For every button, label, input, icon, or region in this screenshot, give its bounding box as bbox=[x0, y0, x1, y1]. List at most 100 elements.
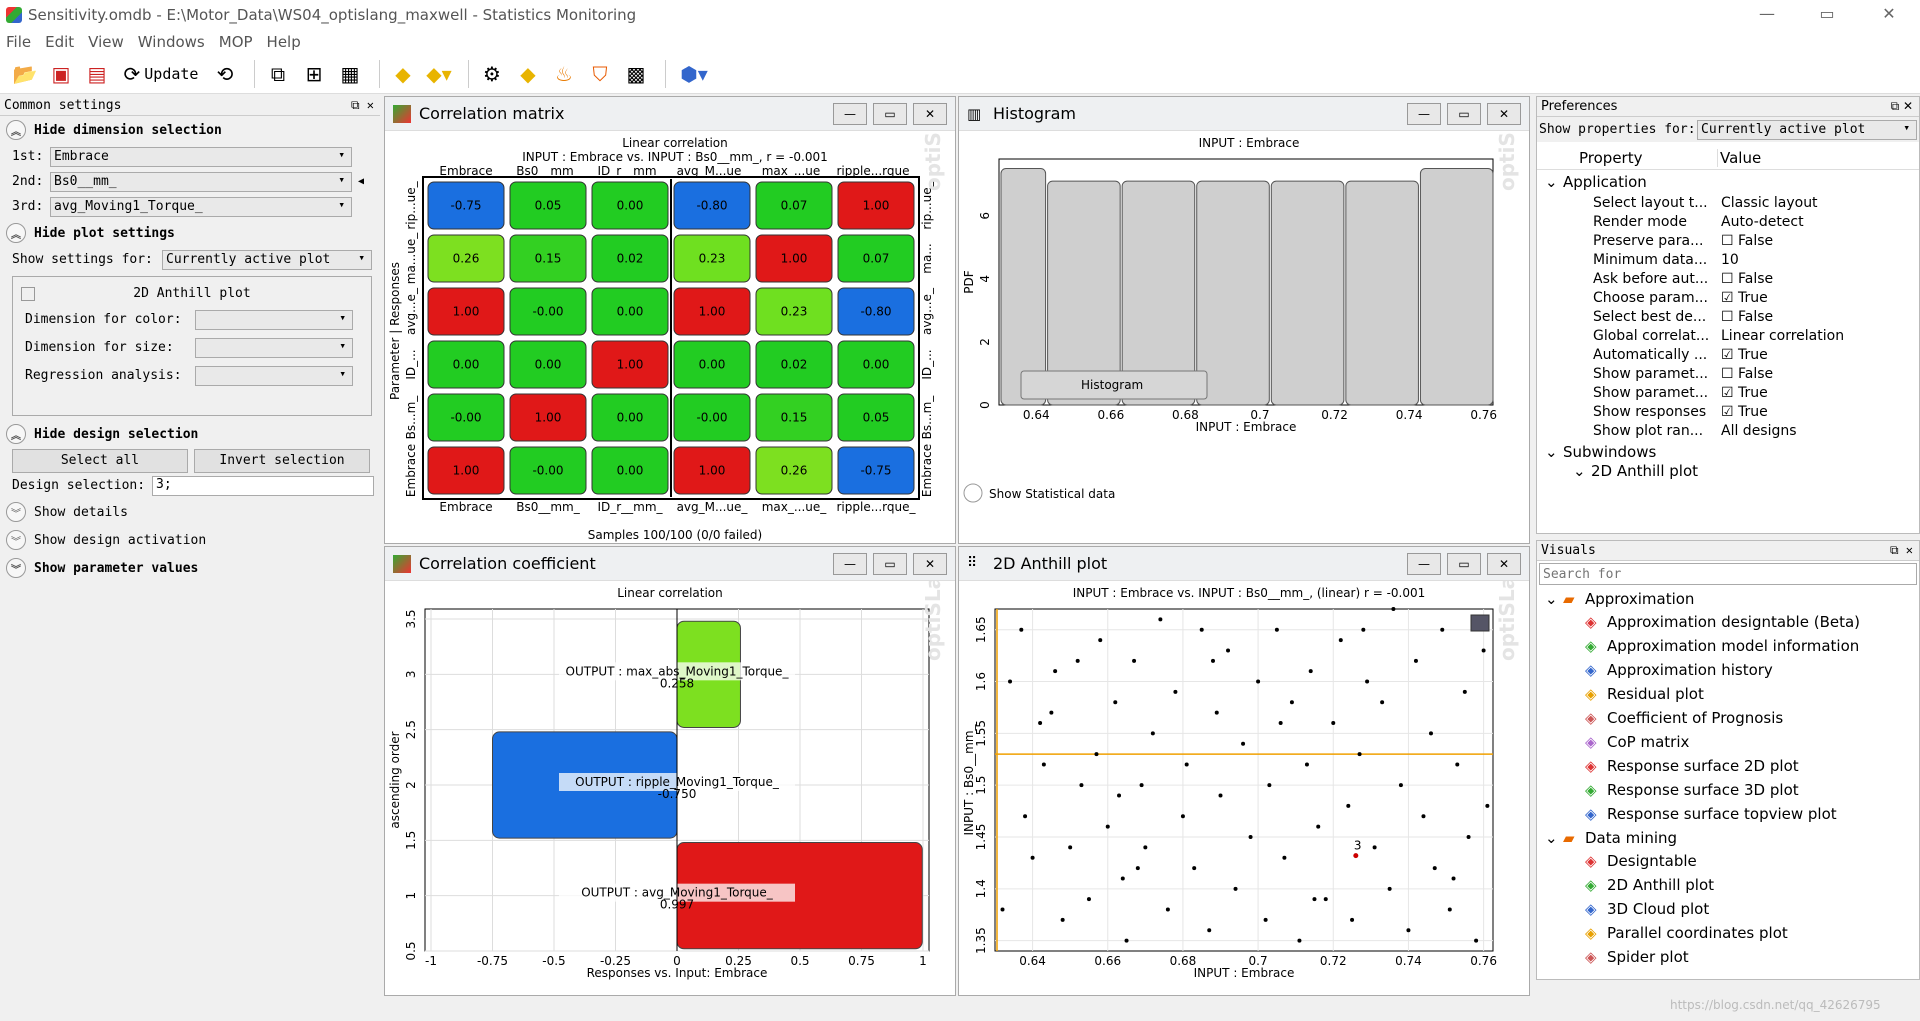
dim2-select[interactable]: Bs0__mm_ bbox=[50, 171, 352, 192]
dim3-select[interactable]: avg_Moving1_Torque_ bbox=[50, 196, 352, 217]
menu-windows[interactable]: Windows bbox=[137, 33, 205, 51]
auto-refresh-icon[interactable]: ⟲ bbox=[216, 61, 234, 86]
checkbox-checked-icon[interactable]: ☑ bbox=[1721, 346, 1739, 363]
select-all-button[interactable]: Select all bbox=[12, 448, 188, 473]
tile-windows-icon[interactable]: ⊞ bbox=[305, 61, 323, 86]
group-data-mining[interactable]: ⌄ ▰ Data mining bbox=[1537, 826, 1919, 849]
pref-row[interactable]: Choose param... ☑ True bbox=[1537, 288, 1919, 307]
visual-item[interactable]: ◈ Response surface topview plot bbox=[1537, 802, 1919, 826]
save-icon[interactable]: ▣ bbox=[51, 61, 71, 86]
pref-value[interactable]: ☐ False bbox=[1717, 366, 1773, 382]
gem-icon[interactable]: ◆ bbox=[520, 61, 536, 86]
pref-value[interactable]: ☑ True bbox=[1717, 290, 1768, 306]
checkbox-icon[interactable]: ☐ bbox=[1721, 232, 1739, 249]
show-details-toggle[interactable]: ︾ Show details bbox=[0, 498, 380, 526]
visual-item[interactable]: ◈ Approximation model information bbox=[1537, 634, 1919, 658]
invert-selection-button[interactable]: Invert selection bbox=[194, 448, 370, 473]
minimize-button[interactable]: — bbox=[833, 553, 867, 575]
menu-mop[interactable]: MOP bbox=[218, 33, 253, 51]
visual-item[interactable]: ◈ Approximation history bbox=[1537, 658, 1919, 682]
cascade-windows-icon[interactable]: ⧉ bbox=[270, 61, 286, 86]
dock-buttons[interactable]: ⧉ ✕ bbox=[1889, 543, 1913, 557]
visuals-search-input[interactable] bbox=[1539, 563, 1917, 585]
dock-buttons[interactable]: ⧉ ✕ bbox=[350, 98, 374, 112]
group-subwindows[interactable]: ⌄ Subwindows bbox=[1537, 440, 1919, 463]
size-select[interactable] bbox=[195, 337, 353, 358]
shield-icon[interactable]: ⛉ bbox=[592, 61, 608, 86]
checkbox-checked-icon[interactable]: ☑ bbox=[1721, 289, 1739, 306]
visual-item[interactable]: ◈ Response surface 2D plot bbox=[1537, 754, 1919, 778]
pref-value[interactable]: ☑ True bbox=[1717, 385, 1768, 401]
visual-item[interactable]: ◈ Approximation designtable (Beta) bbox=[1537, 610, 1919, 634]
hide-design-section[interactable]: ︽ Hide design selection bbox=[0, 420, 380, 448]
diamond-dropdown-icon[interactable]: ◆▾ bbox=[426, 61, 452, 86]
pref-row[interactable]: Automatically ... ☑ True bbox=[1537, 345, 1919, 364]
pref-row[interactable]: Show responses ☑ True bbox=[1537, 402, 1919, 421]
histogram-plot[interactable]: INPUT : Embrace 0.64 0.66 0.68 0.7 0.72 0.74 0.… bbox=[959, 77, 1529, 543]
flame-icon[interactable]: ♨ bbox=[555, 61, 573, 86]
update-button[interactable]: ⟳ Update bbox=[123, 61, 199, 86]
pref-value[interactable]: 10 bbox=[1717, 252, 1739, 268]
pref-value[interactable]: Classic layout bbox=[1717, 195, 1818, 211]
show-settings-select[interactable]: Currently active plot bbox=[162, 249, 372, 270]
pref-row[interactable]: Global correlat... Linear correlation bbox=[1537, 326, 1919, 345]
show-properties-select[interactable]: Currently active plot bbox=[1697, 119, 1917, 140]
property-column-header[interactable]: Property bbox=[1579, 148, 1643, 167]
menu-view[interactable]: View bbox=[88, 33, 124, 51]
dock-buttons[interactable]: ⧉ ✕ bbox=[1890, 99, 1913, 113]
save-as-icon[interactable]: ▤ bbox=[87, 61, 107, 86]
visual-item[interactable]: ◈ 3D Cloud plot bbox=[1537, 897, 1919, 921]
pref-value[interactable]: Linear correlation bbox=[1717, 328, 1844, 344]
pref-value[interactable]: ☑ True bbox=[1717, 404, 1768, 420]
minimize-button[interactable]: — bbox=[1759, 4, 1775, 23]
pref-row[interactable]: Minimum data... 10 bbox=[1537, 250, 1919, 269]
visual-item[interactable]: ◈ Coefficient of Prognosis bbox=[1537, 706, 1919, 730]
pref-value[interactable]: Auto-detect bbox=[1717, 214, 1804, 230]
settings-gear-icon[interactable]: ⚙ bbox=[483, 61, 501, 86]
maximize-button[interactable]: ▭ bbox=[873, 103, 907, 125]
checkbox-checked-icon[interactable]: ☑ bbox=[1721, 403, 1739, 420]
tile-layout-icon[interactable]: ▦ bbox=[340, 61, 360, 86]
hide-plot-section[interactable]: ︽ Hide plot settings bbox=[0, 219, 380, 247]
pref-value[interactable]: ☐ False bbox=[1717, 271, 1773, 287]
menu-edit[interactable]: Edit bbox=[45, 33, 75, 51]
value-column-header[interactable]: Value bbox=[1717, 148, 1761, 167]
pref-value[interactable]: ☑ True bbox=[1717, 347, 1768, 363]
pref-row[interactable]: Preserve para... ☐ False bbox=[1537, 231, 1919, 250]
swap-arrow-icon[interactable]: ◀ bbox=[358, 176, 365, 187]
group-application[interactable]: ⌄ Application bbox=[1537, 170, 1919, 193]
close-button[interactable]: ✕ bbox=[1487, 103, 1521, 125]
maximize-button[interactable]: ▭ bbox=[1447, 103, 1481, 125]
visual-item[interactable]: ◈ 2D Anthill plot bbox=[1537, 873, 1919, 897]
group-approximation[interactable]: ⌄ ▰ Approximation bbox=[1537, 587, 1919, 610]
checkbox-icon[interactable]: ☐ bbox=[1721, 308, 1739, 325]
minimize-button[interactable]: — bbox=[1407, 103, 1441, 125]
color-cube-dropdown-icon[interactable]: ⬢▾ bbox=[680, 61, 708, 86]
menu-help[interactable]: Help bbox=[266, 33, 301, 51]
maximize-button[interactable]: ▭ bbox=[1819, 4, 1835, 23]
color-select[interactable] bbox=[195, 309, 353, 330]
visual-item[interactable]: ◈ Parallel coordinates plot bbox=[1537, 921, 1919, 945]
pref-row[interactable]: Render mode Auto-detect bbox=[1537, 212, 1919, 231]
show-param-toggle[interactable]: ︾ Show parameter values bbox=[0, 554, 380, 582]
show-activation-toggle[interactable]: ︾ Show design activation bbox=[0, 526, 380, 554]
visual-item[interactable]: ◈ CoP matrix bbox=[1537, 730, 1919, 754]
pref-row[interactable]: Show paramet... ☑ True bbox=[1537, 383, 1919, 402]
design-selection-input[interactable]: 3; bbox=[152, 475, 374, 496]
close-button[interactable]: ✕ bbox=[913, 553, 947, 575]
menu-file[interactable]: File bbox=[6, 33, 32, 51]
visual-item[interactable]: ◈ Spider plot bbox=[1537, 945, 1919, 969]
pref-value[interactable]: ☐ False bbox=[1717, 309, 1773, 325]
checkbox-icon[interactable]: ☐ bbox=[1721, 365, 1739, 382]
minimize-button[interactable]: — bbox=[1407, 553, 1441, 575]
close-button[interactable]: ✕ bbox=[1882, 4, 1896, 23]
close-button[interactable]: ✕ bbox=[1487, 553, 1521, 575]
dim1-select[interactable]: Embrace bbox=[50, 146, 352, 167]
checkbox-checked-icon[interactable]: ☑ bbox=[1721, 384, 1739, 401]
regression-select[interactable] bbox=[195, 365, 353, 386]
correlation-coefficient-plot[interactable]: Linear correlation -1 -0.75 -0.5 -0.25 0 0.25 0… bbox=[385, 547, 955, 995]
checkbox-icon[interactable]: ☐ bbox=[1721, 270, 1739, 287]
pref-row[interactable]: Select layout t... Classic layout bbox=[1537, 193, 1919, 212]
pref-row[interactable]: Show paramet... ☐ False bbox=[1537, 364, 1919, 383]
